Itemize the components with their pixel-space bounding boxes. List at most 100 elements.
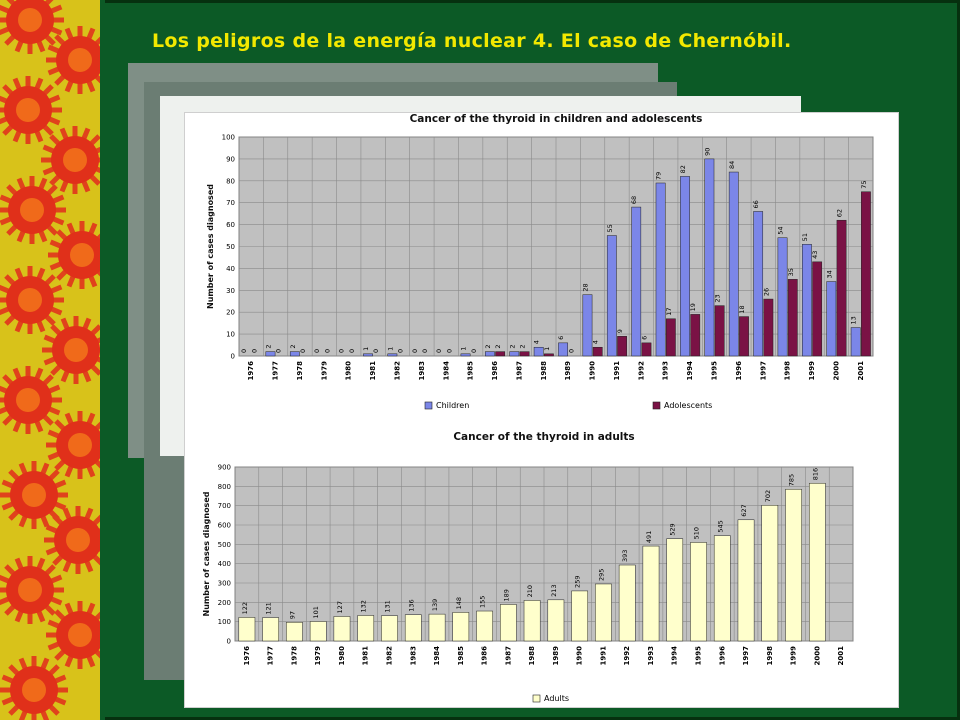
data-label: 0 — [445, 349, 453, 353]
x-tick-label: 1986 — [481, 646, 489, 666]
sun-badge-icon — [0, 0, 64, 54]
sun-badge-icon — [41, 126, 109, 194]
data-label: 0 — [411, 349, 419, 353]
bar — [606, 235, 617, 357]
data-label: 0 — [567, 349, 575, 353]
data-label: 189 — [502, 589, 510, 601]
data-label: 34 — [825, 270, 833, 278]
y-tick-label: 100 — [218, 618, 231, 626]
x-tick-label: 1979 — [320, 361, 328, 381]
x-tick-label: 1981 — [369, 361, 377, 381]
bar — [704, 158, 715, 357]
data-label: 0 — [299, 349, 307, 353]
data-label: 155 — [479, 596, 487, 608]
x-tick-label: 1994 — [686, 361, 694, 381]
bar — [519, 351, 530, 357]
bar — [618, 564, 636, 642]
y-tick-label: 0 — [231, 353, 235, 361]
x-tick-label: 1983 — [409, 646, 417, 666]
data-label: 1 — [543, 347, 551, 351]
bar — [363, 353, 373, 357]
bar — [500, 604, 517, 642]
x-tick-label: 1990 — [576, 646, 584, 666]
data-label: 55 — [606, 224, 614, 232]
x-tick-label: 1981 — [362, 646, 370, 666]
data-label: 82 — [679, 165, 687, 173]
y-tick-label: 500 — [218, 541, 231, 549]
data-label: 136 — [407, 599, 415, 611]
bar — [533, 346, 544, 357]
bar — [286, 621, 303, 642]
x-tick-label: 1976 — [247, 361, 255, 381]
bar — [460, 353, 471, 357]
bar — [739, 316, 749, 357]
bar — [262, 617, 279, 642]
chart-title: Cancer of the thyroid in children and ad… — [410, 113, 703, 125]
x-tick-label: 1980 — [338, 646, 346, 666]
x-tick-label: 1987 — [504, 646, 512, 666]
bar — [826, 281, 837, 357]
x-tick-label: 1983 — [418, 361, 426, 381]
data-label: 28 — [581, 283, 589, 291]
bar — [802, 244, 812, 357]
data-label: 2 — [508, 344, 516, 348]
data-label: 259 — [574, 576, 582, 588]
data-label: 0 — [250, 349, 258, 353]
data-label: 785 — [788, 474, 796, 486]
bar — [485, 351, 495, 357]
x-tick-label: 1988 — [528, 646, 536, 666]
page-title: Los peligros de la energía nuclear 4. El… — [152, 30, 792, 52]
x-tick-label: 1992 — [637, 361, 645, 381]
x-tick-label: 1998 — [784, 361, 792, 381]
data-label: 79 — [655, 172, 663, 180]
bar — [631, 206, 642, 357]
bar — [333, 616, 351, 642]
x-tick-label: 2000 — [832, 361, 840, 381]
sun-center — [68, 48, 92, 72]
x-tick-label: 1982 — [386, 646, 394, 666]
x-tick-label: 1984 — [442, 361, 450, 381]
x-tick-label: 2001 — [857, 361, 865, 381]
y-tick-label: 200 — [218, 599, 231, 607]
bar — [309, 621, 327, 642]
x-tick-label: 1978 — [296, 361, 304, 381]
chart-group: Cancer of the thyroid in children and ad… — [206, 113, 874, 410]
x-tick-label: 1976 — [243, 646, 251, 666]
data-label: 627 — [740, 504, 748, 516]
bar — [238, 617, 256, 642]
data-label: 13 — [850, 316, 858, 324]
sun-center — [68, 623, 92, 647]
y-tick-label: 20 — [226, 309, 235, 317]
data-label: 2 — [494, 344, 502, 348]
data-label: 101 — [312, 606, 320, 618]
bar — [861, 191, 871, 357]
bar — [544, 353, 554, 357]
bar — [476, 610, 493, 642]
bar — [428, 613, 446, 642]
y-axis-label: Number of cases diagnosed — [202, 491, 211, 616]
sun-center — [16, 388, 40, 412]
data-label: 66 — [752, 200, 760, 208]
bar — [777, 237, 788, 357]
data-label: 0 — [338, 349, 346, 353]
border-edge — [100, 0, 115, 720]
data-label: 545 — [716, 520, 724, 532]
bar — [404, 614, 422, 642]
data-label: 4 — [592, 340, 600, 344]
x-tick-label: 1997 — [742, 646, 750, 666]
x-tick-label: 1984 — [433, 646, 441, 666]
legend-label: Adults — [544, 694, 569, 703]
data-label: 26 — [762, 288, 770, 296]
data-label: 0 — [435, 349, 443, 353]
data-label: 1 — [460, 347, 468, 351]
data-label: 131 — [384, 600, 392, 612]
x-tick-label: 1977 — [272, 361, 280, 381]
y-tick-label: 100 — [222, 134, 235, 142]
bar — [357, 615, 375, 642]
bar — [592, 346, 603, 357]
slide-frame — [105, 0, 960, 720]
bar — [547, 599, 565, 642]
bar — [452, 612, 470, 642]
sun-center — [16, 98, 40, 122]
data-label: 51 — [801, 233, 809, 241]
